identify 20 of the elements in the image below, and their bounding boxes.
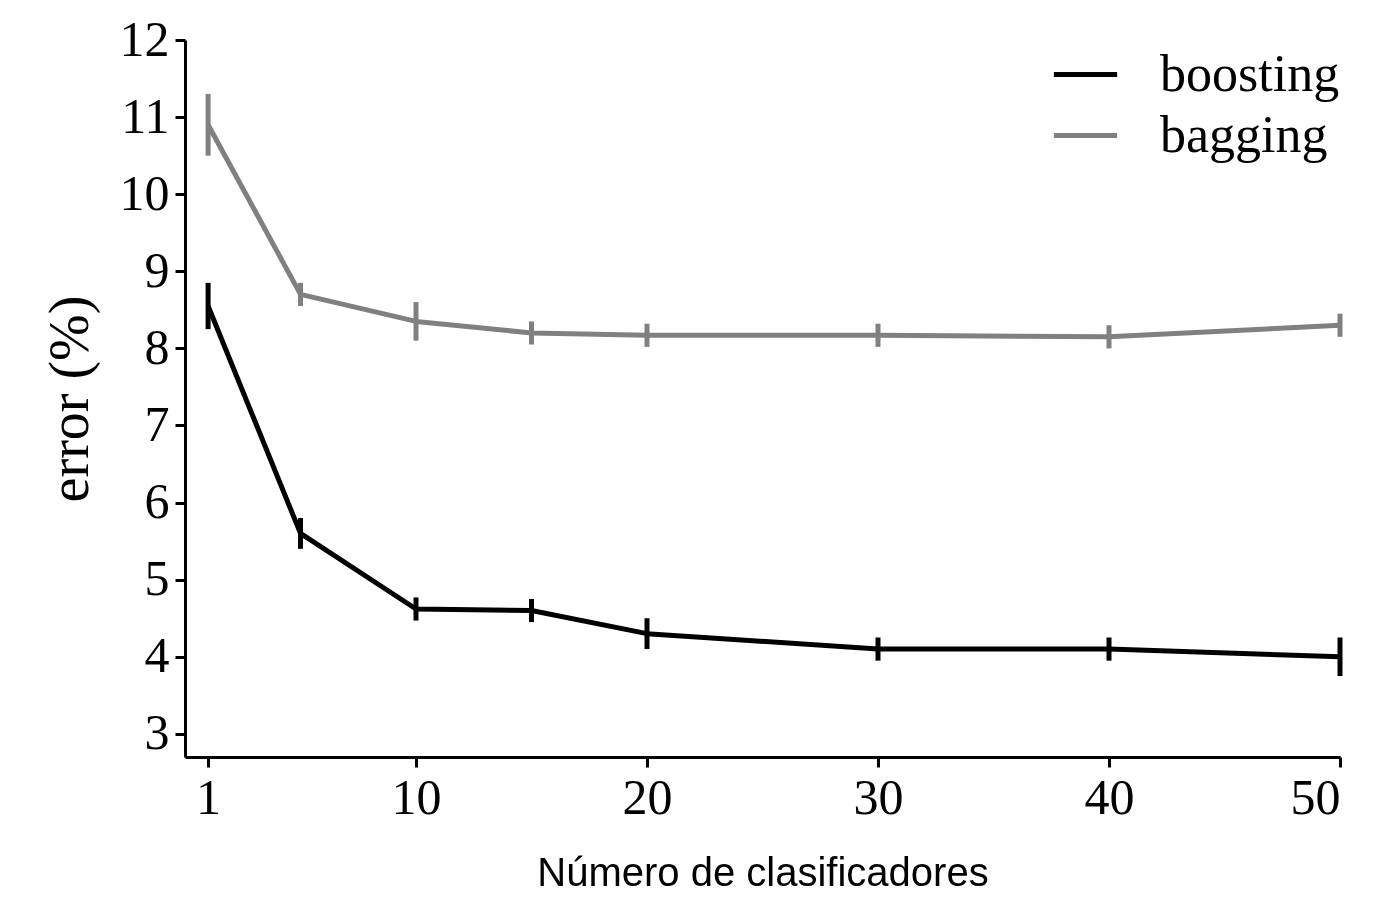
y-tick-label: 6 — [144, 473, 170, 530]
legend-label: boosting — [1160, 44, 1340, 102]
x-tick-label: 20 — [622, 768, 673, 825]
y-tick-label: 9 — [144, 241, 170, 298]
y-tick-label: 12 — [119, 10, 170, 67]
x-tick-label: 50 — [1290, 768, 1341, 825]
y-tick-label: 3 — [144, 704, 170, 761]
y-tick-label: 10 — [119, 164, 170, 221]
x-tick-label: 1 — [196, 768, 222, 825]
x-tick-label: 10 — [391, 768, 442, 825]
y-tick-label: 5 — [144, 550, 170, 607]
x-tick-label: 40 — [1084, 768, 1135, 825]
x-tick-label: 30 — [853, 768, 904, 825]
y-axis-title: error (%) — [37, 295, 101, 503]
y-tick-label: 8 — [144, 318, 170, 375]
legend-label: bagging — [1160, 105, 1328, 163]
y-tick-label: 4 — [144, 627, 170, 684]
y-tick-label: 7 — [144, 395, 170, 452]
y-tick-label: 11 — [121, 87, 170, 144]
x-axis-title: Número de clasificadores — [537, 849, 989, 894]
